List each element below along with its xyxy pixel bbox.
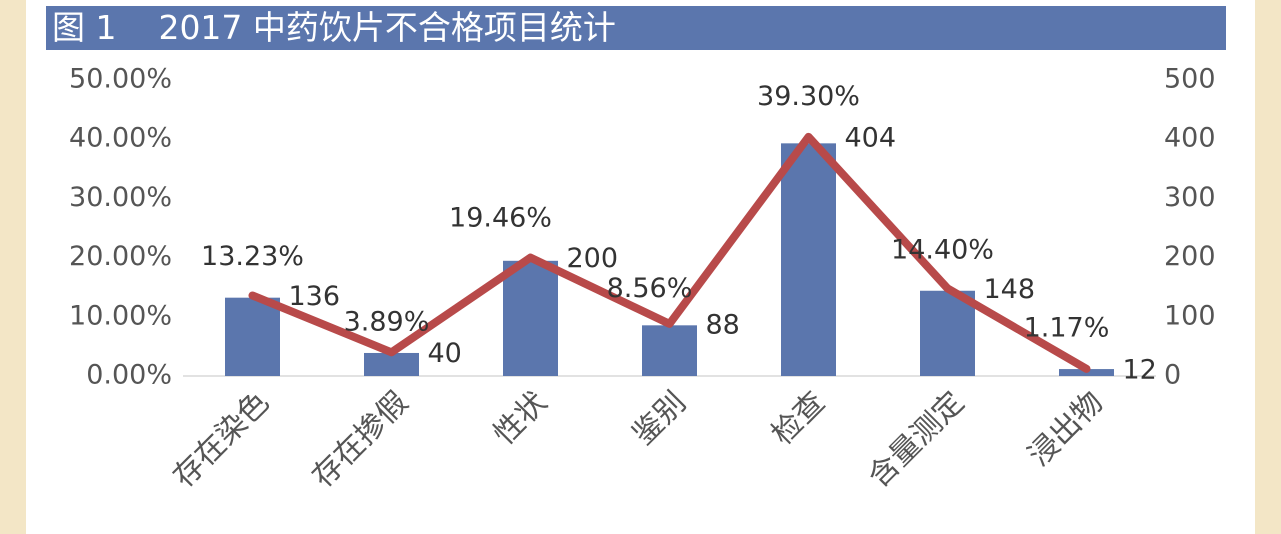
line-value-label: 148 [984, 274, 1036, 305]
chart-panel [26, 0, 1255, 534]
line-value-label: 12 [1123, 354, 1157, 385]
line-value-label: 88 [706, 309, 740, 340]
right-tick-label: 0 [1164, 360, 1181, 391]
left-tick-label: 30.00% [69, 182, 172, 213]
title-bar: 图 1 2017 中药饮片不合格项目统计 [46, 6, 1226, 50]
left-tick-label: 50.00% [69, 64, 172, 95]
left-tick-label: 10.00% [69, 300, 172, 331]
right-tick-label: 500 [1164, 64, 1216, 95]
left-tick-label: 40.00% [69, 123, 172, 154]
right-tick-label: 400 [1164, 123, 1216, 154]
bar-value-label: 13.23% [201, 241, 304, 272]
line-value-label: 136 [289, 281, 341, 312]
left-tick-label: 20.00% [69, 241, 172, 272]
line-value-label: 40 [428, 338, 462, 369]
category-label: 鉴别 [626, 385, 693, 452]
line-point [805, 133, 812, 140]
bar [364, 352, 419, 376]
bar-value-label: 3.89% [344, 306, 430, 337]
line-point [249, 292, 256, 299]
category-labels: 存在染色 存在掺假 性状 鉴别 检查 含量测定 浸出物 [167, 385, 1111, 495]
line-point [666, 320, 673, 327]
bar-series [225, 143, 1114, 376]
left-tick-label: 0.00% [86, 360, 172, 391]
bar [642, 325, 697, 376]
bar [503, 260, 558, 376]
bar-value-label: 14.40% [891, 234, 994, 265]
chart-title: 图 1 2017 中药饮片不合格项目统计 [52, 8, 616, 47]
line-point [388, 349, 395, 356]
bar-value-label: 8.56% [607, 273, 693, 304]
bar [920, 290, 975, 376]
line-value-label: 404 [845, 122, 897, 153]
left-axis-ticks: 0.00% 10.00% 20.00% 30.00% 40.00% 50.00% [69, 64, 172, 391]
right-tick-label: 300 [1164, 182, 1216, 213]
category-label: 检查 [765, 385, 832, 452]
category-label: 存在掺假 [306, 385, 416, 495]
bar-value-label: 19.46% [449, 202, 552, 233]
category-label: 含量测定 [862, 385, 972, 495]
category-label: 浸出物 [1022, 385, 1110, 473]
line-points [249, 133, 1090, 372]
category-label: 性状 [487, 385, 554, 452]
right-axis-ticks: 0 100 200 300 400 500 [1164, 64, 1216, 391]
line-data-labels: 136 40 200 88 404 148 12 [289, 122, 1157, 385]
bar-value-label: 39.30% [757, 81, 860, 112]
right-tick-label: 100 [1164, 300, 1216, 331]
line-point [1083, 365, 1090, 372]
line-point [944, 285, 951, 292]
bar-value-label: 1.17% [1024, 313, 1110, 344]
bar [225, 297, 280, 376]
bar [781, 143, 836, 376]
bar-data-labels: 13.23% 3.89% 19.46% 8.56% 39.30% 14.40% 1.17% [201, 81, 1109, 344]
line-value-label: 200 [567, 243, 619, 274]
line-point [527, 254, 534, 261]
right-tick-label: 200 [1164, 241, 1216, 272]
category-label: 存在染色 [167, 385, 277, 495]
